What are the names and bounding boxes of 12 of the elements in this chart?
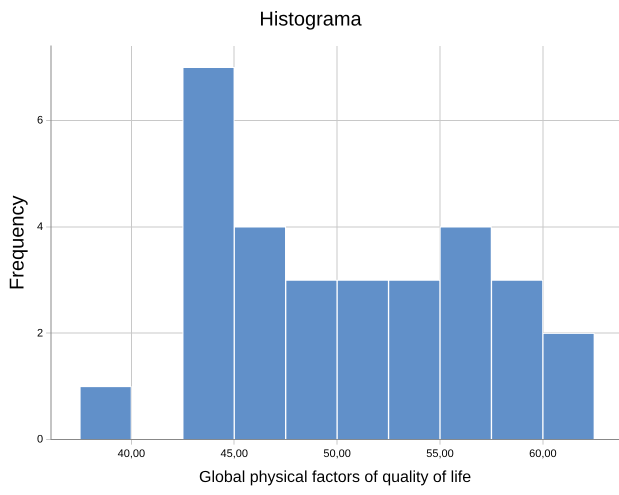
- x-tick-label: 60,00: [529, 448, 557, 460]
- y-tick-label: 6: [36, 114, 44, 126]
- x-tick-label: 40,00: [118, 448, 146, 460]
- y-tick-label: 0: [36, 434, 44, 446]
- x-tick-label: 50,00: [323, 448, 351, 460]
- y-axis-title: Frequency: [6, 196, 29, 290]
- chart-title: Histograma: [259, 8, 362, 31]
- x-axis-title: Global physical factors of quality of life: [198, 468, 472, 486]
- x-tick-label: 55,00: [426, 448, 454, 460]
- y-tick-label: 2: [36, 327, 44, 340]
- x-tick-label: 45,00: [220, 448, 248, 460]
- y-tick-label: 4: [36, 220, 44, 233]
